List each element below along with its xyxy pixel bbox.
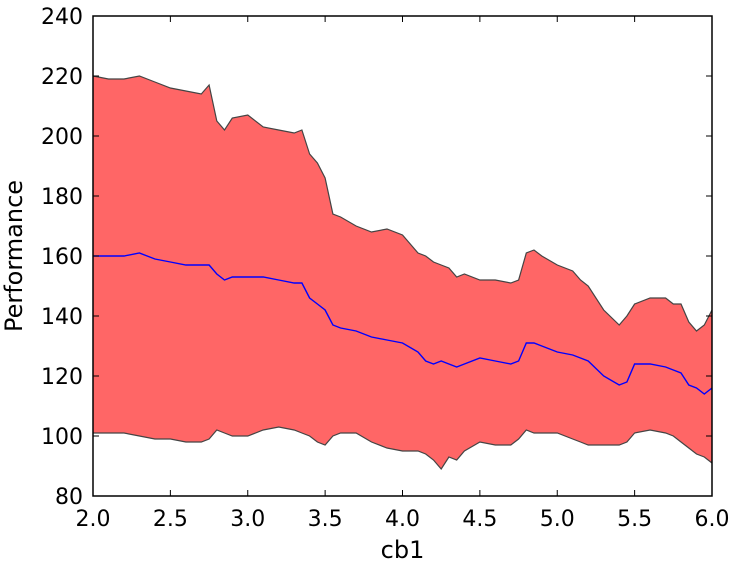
x-tick-label: 5.0 xyxy=(540,507,575,532)
y-tick-label: 140 xyxy=(41,305,83,330)
x-tick-label: 3.0 xyxy=(230,507,265,532)
x-tick-label: 2.5 xyxy=(153,507,188,532)
lower-bound-line xyxy=(93,426,713,471)
plot-frame xyxy=(92,15,713,497)
y-tick-label: 80 xyxy=(55,485,83,510)
x-tick-label: 6.0 xyxy=(695,507,730,532)
x-axis-label: cb1 xyxy=(381,536,425,564)
x-tick-labels: 2.0 2.5 3.0 3.5 4.0 4.5 5.0 5.5 6.0 xyxy=(76,507,730,532)
upper-bound-line xyxy=(92,75,713,332)
y-tick-label: 240 xyxy=(41,5,83,30)
y-tick-label: 200 xyxy=(41,125,83,150)
x-tick-label: 4.5 xyxy=(462,507,497,532)
performance-band xyxy=(93,76,712,469)
y-tick-label: 160 xyxy=(41,245,83,270)
y-tick-label: 120 xyxy=(41,365,83,390)
x-tick-label: 3.5 xyxy=(308,507,343,532)
x-tick-label: 4.0 xyxy=(385,507,420,532)
x-tick-label: 2.0 xyxy=(76,507,111,532)
y-tick-label: 180 xyxy=(41,185,83,210)
y-axis-label: Performance xyxy=(0,180,28,332)
y-tick-label: 100 xyxy=(41,425,83,450)
y-tick-label: 220 xyxy=(41,65,83,90)
x-tick-label: 5.5 xyxy=(617,507,652,532)
y-tick-labels: 80 100 120 140 160 180 200 220 240 xyxy=(41,5,83,510)
plot-area xyxy=(92,75,713,471)
mean-line xyxy=(93,252,713,395)
